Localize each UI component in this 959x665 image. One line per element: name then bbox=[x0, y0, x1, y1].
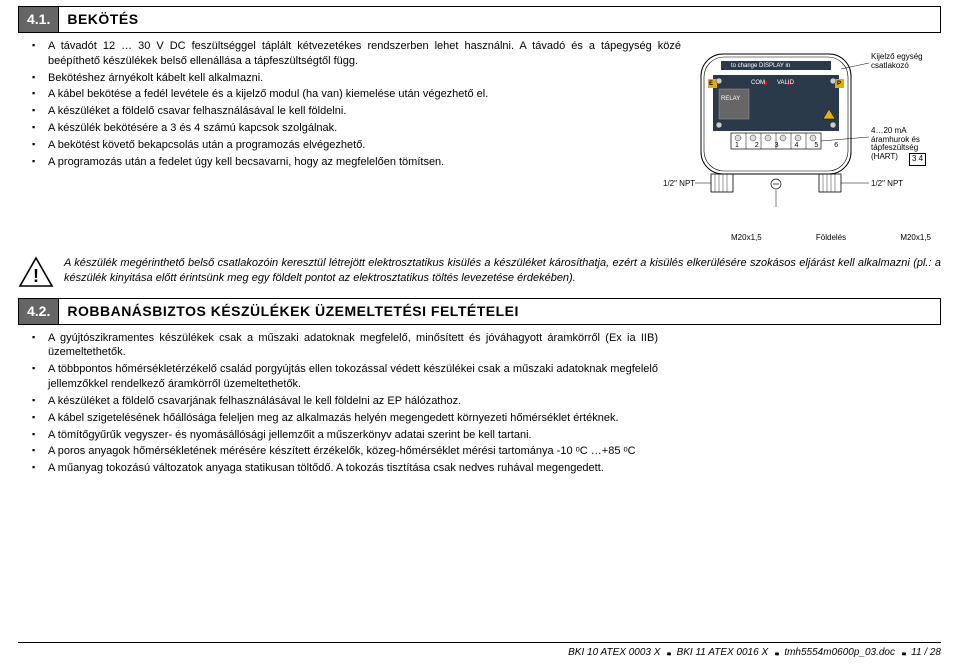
list-item: A programozás után a fedelet úgy kell be… bbox=[48, 155, 681, 170]
section-1-title: BEKÖTÉS bbox=[58, 6, 941, 33]
list-item: A poros anyagok hőmérsékletének mérésére… bbox=[48, 444, 658, 459]
diagram-com-label: COM bbox=[751, 79, 765, 87]
separator-icon: ◆ bbox=[664, 649, 673, 658]
section-1-list: A távadót 12 … 30 V DC feszültséggel táp… bbox=[18, 39, 681, 170]
warning-icon: ! bbox=[18, 256, 54, 288]
wiring-diagram-panel: to change DISPLAY in COM VALID RELAY E P… bbox=[691, 39, 941, 244]
hart-box: 3 4 bbox=[909, 153, 926, 166]
list-item: A kábel bekötése a fedél levétele és a k… bbox=[48, 87, 681, 102]
m20-left: M20x1,5 bbox=[731, 233, 762, 244]
diagram-top-label: to change DISPLAY in bbox=[731, 62, 790, 70]
footer-atex-a: BKI 10 ATEX 0003 X bbox=[568, 647, 660, 658]
section-1-heading: 4.1. BEKÖTÉS bbox=[18, 6, 941, 33]
list-item: A műanyag tokozású változatok anyaga sta… bbox=[48, 461, 658, 476]
list-item: A többpontos hőmérsékletérzékelő család … bbox=[48, 362, 658, 392]
section-1-num: 4.1. bbox=[18, 6, 58, 33]
list-item: A távadót 12 … 30 V DC feszültséggel táp… bbox=[48, 39, 681, 69]
diagram-relay-label: RELAY bbox=[721, 95, 740, 103]
section-2-num: 4.2. bbox=[18, 298, 58, 325]
terminal-numbers: 1 2 3 4 5 6 bbox=[735, 141, 845, 150]
separator-icon: ◆ bbox=[772, 649, 781, 658]
ground-label: Földelés bbox=[816, 233, 846, 244]
current-loop-label: 4…20 mA áramhurok és tápfeszültség (HART… bbox=[871, 127, 943, 162]
warning-text: A készülék megérinthető belső csatlakozó… bbox=[64, 256, 941, 286]
m20-right: M20x1,5 bbox=[900, 233, 931, 244]
diagram-bottom-row: M20x1,5 Földelés M20x1,5 bbox=[691, 233, 941, 244]
section-2-heading: 4.2. ROBBANÁSBIZTOS KÉSZÜLÉKEK ÜZEMELTET… bbox=[18, 298, 941, 325]
npt-right-label: 1/2" NPT bbox=[871, 179, 903, 190]
separator-icon: ◆ bbox=[899, 649, 908, 658]
diagram-valid-label: VALID bbox=[777, 79, 794, 87]
list-item: A gyújtószikramentes készülékek csak a m… bbox=[48, 331, 658, 361]
wiring-diagram: to change DISPLAY in COM VALID RELAY E P… bbox=[691, 39, 941, 229]
list-item: A készülék bekötésére a 3 és 4 számú kap… bbox=[48, 121, 681, 136]
page-footer: BKI 10 ATEX 0003 X ◆ BKI 11 ATEX 0016 X … bbox=[18, 642, 941, 660]
display-conn-label: Kijelző egység csatlakozó bbox=[871, 53, 941, 71]
diagram-e-marker: E bbox=[709, 80, 713, 88]
list-item: A kábel szigetelésének hőállósága felelj… bbox=[48, 411, 658, 426]
list-item: Bekötéshez árnyékolt kábelt kell alkalma… bbox=[48, 71, 681, 86]
section-1-text: A távadót 12 … 30 V DC feszültséggel táp… bbox=[18, 39, 681, 244]
list-item: A bekötést követő bekapcsolás után a pro… bbox=[48, 138, 681, 153]
npt-left-label: 1/2" NPT bbox=[663, 179, 695, 190]
footer-page: 11 / 28 bbox=[911, 647, 941, 658]
section-2-body: A gyújtószikramentes készülékek csak a m… bbox=[18, 331, 658, 477]
svg-text:!: ! bbox=[33, 266, 39, 286]
list-item: A tömítőgyűrűk vegyszer- és nyomásállósá… bbox=[48, 428, 658, 443]
section-2-title: ROBBANÁSBIZTOS KÉSZÜLÉKEK ÜZEMELTETÉSI F… bbox=[58, 298, 941, 325]
diagram-p-marker: P bbox=[837, 80, 841, 88]
footer-atex-b: BKI 11 ATEX 0016 X bbox=[677, 647, 769, 658]
footer-doc: tmh5554m0600p_03.doc bbox=[784, 647, 895, 658]
list-item: A készüléket a földelő csavarjának felha… bbox=[48, 394, 658, 409]
section-1-body: A távadót 12 … 30 V DC feszültséggel táp… bbox=[18, 39, 941, 244]
list-item: A készüléket a földelő csavar felhasznál… bbox=[48, 104, 681, 119]
section-2-list: A gyújtószikramentes készülékek csak a m… bbox=[18, 331, 658, 477]
esd-warning: ! A készülék megérinthető belső csatlako… bbox=[18, 256, 941, 288]
